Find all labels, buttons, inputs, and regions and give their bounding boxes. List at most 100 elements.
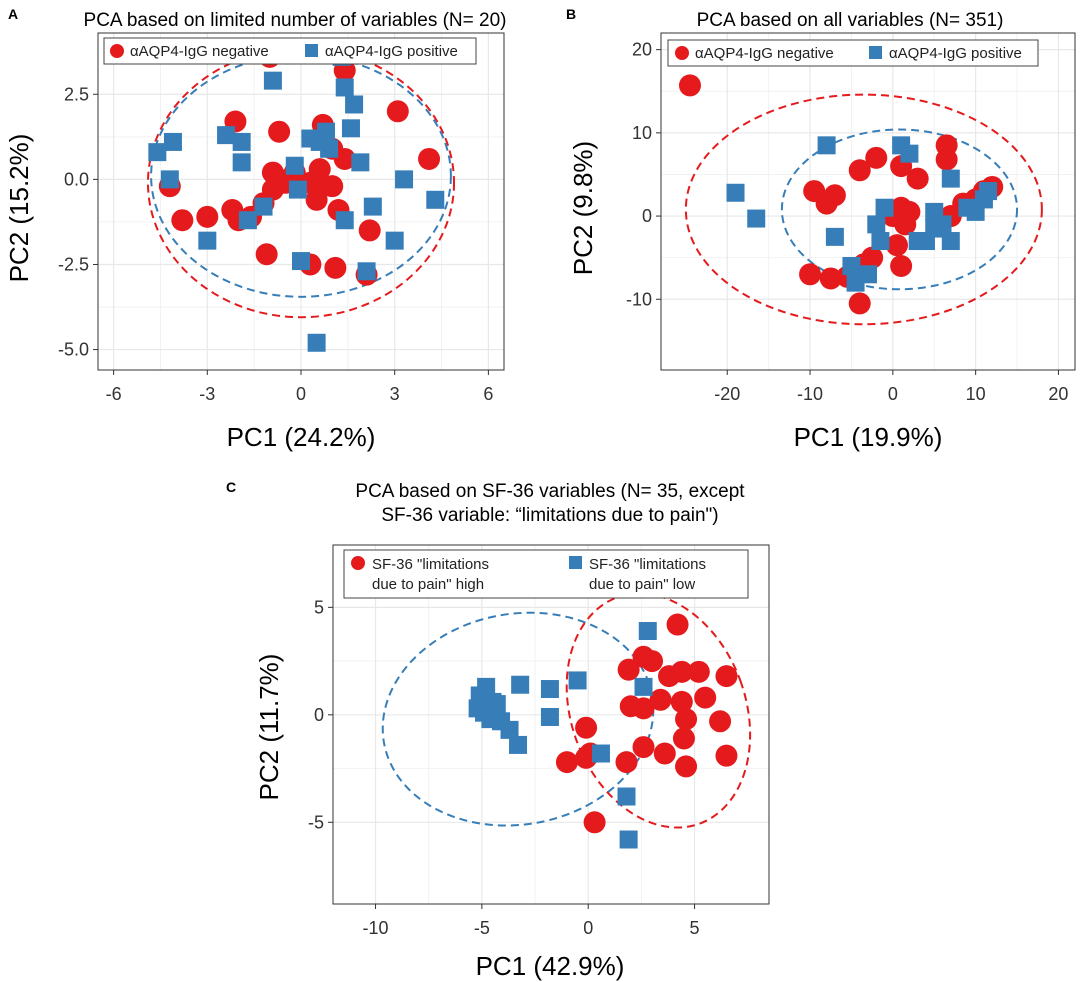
data-point-negative [670,660,693,683]
data-point-positive [638,621,657,640]
y-tick-label: -2.5 [58,254,89,274]
data-point-positive [941,232,960,251]
data-point-negative [333,147,356,170]
data-point-negative [305,188,328,211]
data-point-positive [634,677,653,696]
x-tick-label: 0 [888,384,898,404]
panel-b-legend-negative-label: αAQP4-IgG negative [695,45,834,62]
panel-b-points [678,74,1004,315]
panel-a-legend-negative-marker [110,44,124,58]
x-tick-label: 0 [583,918,593,938]
panel-c-points [468,613,738,849]
panel-b-legend-box [667,39,1039,67]
panel-b-legend-negative-marker [675,46,689,60]
data-point-positive [842,256,861,275]
data-point-negative [675,708,698,731]
data-point-positive [385,231,404,250]
data-point-negative [171,209,194,232]
data-point-negative [321,175,344,198]
data-point-positive [979,182,998,201]
data-point-positive [511,675,530,694]
data-point-negative [799,263,822,286]
panel-c-legend-low-marker [569,556,582,569]
data-point-negative [715,665,738,688]
panel-b-x-axis-label: PC1 (19.9%) [794,422,943,452]
data-point-positive [933,215,952,234]
data-point-negative [694,686,717,709]
data-point-negative [418,147,441,170]
panel-c-x-ticks: -10 -5 0 5 [363,904,700,938]
data-point-negative [324,256,347,279]
data-point-negative [935,148,958,171]
y-tick-label: -10 [626,289,652,309]
data-point-positive [163,132,182,151]
y-tick-label: -5.0 [58,340,89,360]
data-point-positive [335,211,354,230]
y-tick-label: 10 [632,123,652,143]
data-point-positive [363,197,382,216]
x-tick-label: -10 [797,384,823,404]
panel-c-legend-high-label-line1: SF-36 "limitations [372,556,489,573]
data-point-negative [641,650,664,673]
data-point-negative [865,146,888,169]
x-tick-label: 6 [483,384,493,404]
panel-c-y-axis-label: PC2 (11.7%) [254,654,284,801]
panel-b-x-ticks: -20 -10 0 10 20 [714,370,1068,404]
data-point-negative [848,159,871,182]
panel-c-x-axis-label: PC1 (42.9%) [476,951,625,981]
panel-b: B PCA based on all variables (N= 351) -2… [566,6,1076,452]
x-tick-label: 20 [1048,384,1068,404]
panel-c-y-ticks: -5 0 5 [308,597,333,832]
panel-b-legend-positive-label: αAQP4-IgG positive [889,45,1022,62]
x-tick-label: -10 [363,918,389,938]
panel-c-legend: SF-36 "limitations due to pain" high SF-… [343,549,749,599]
panel-a-x-axis-label: PC1 (24.2%) [227,422,376,452]
data-point-negative [675,755,698,778]
data-point-negative [196,205,219,228]
y-tick-label: 0.0 [64,169,89,189]
panel-c-letter: C [226,479,236,495]
confidence-ellipse-negative [684,93,1043,326]
x-tick-label: 3 [390,384,400,404]
data-point-negative [583,811,606,834]
panel-b-plot-background [661,33,1075,370]
data-point-positive [285,156,304,175]
panel-c-plot-border [332,544,770,905]
data-point-positive [487,695,506,714]
data-point-positive [263,71,282,90]
panel-a-y-ticks: -5.0 -2.5 0.0 2.5 [58,84,98,360]
data-point-positive [320,139,339,158]
data-point-negative [672,727,695,750]
data-point-negative [268,120,291,143]
panel-a-letter: A [8,6,18,22]
data-point-negative [715,744,738,767]
data-point-positive [198,231,217,250]
data-point-negative [823,184,846,207]
data-point-negative [678,74,701,97]
panel-b-title: PCA based on all variables (N= 351) [697,10,1004,31]
data-point-positive [619,830,638,849]
panel-c-title-line1: PCA based on SF-36 variables (N= 35, exc… [355,481,745,502]
x-tick-label: 0 [296,384,306,404]
data-point-positive [307,333,326,352]
data-point-negative [358,219,381,242]
data-point-negative [308,158,331,181]
data-point-positive [345,95,364,114]
data-point-positive [395,170,414,189]
data-point-positive [825,227,844,246]
y-tick-label: 2.5 [64,84,89,104]
panel-c-legend-low-label-line2: due to pain" low [589,576,695,593]
data-point-negative [615,751,638,774]
panel-a: A PCA based on limited number of variabl… [4,6,506,452]
data-point-negative [653,742,676,765]
data-point-positive [941,169,960,188]
data-point-positive [846,273,865,292]
y-tick-label: 0 [314,705,324,725]
data-point-positive [875,198,894,217]
data-point-positive [254,197,273,216]
x-tick-label: -6 [106,384,122,404]
panel-c-legend-low-label-line1: SF-36 "limitations [589,556,706,573]
panel-c-legend-box [343,549,749,599]
panel-c: C PCA based on SF-36 variables (N= 35, e… [226,479,770,981]
